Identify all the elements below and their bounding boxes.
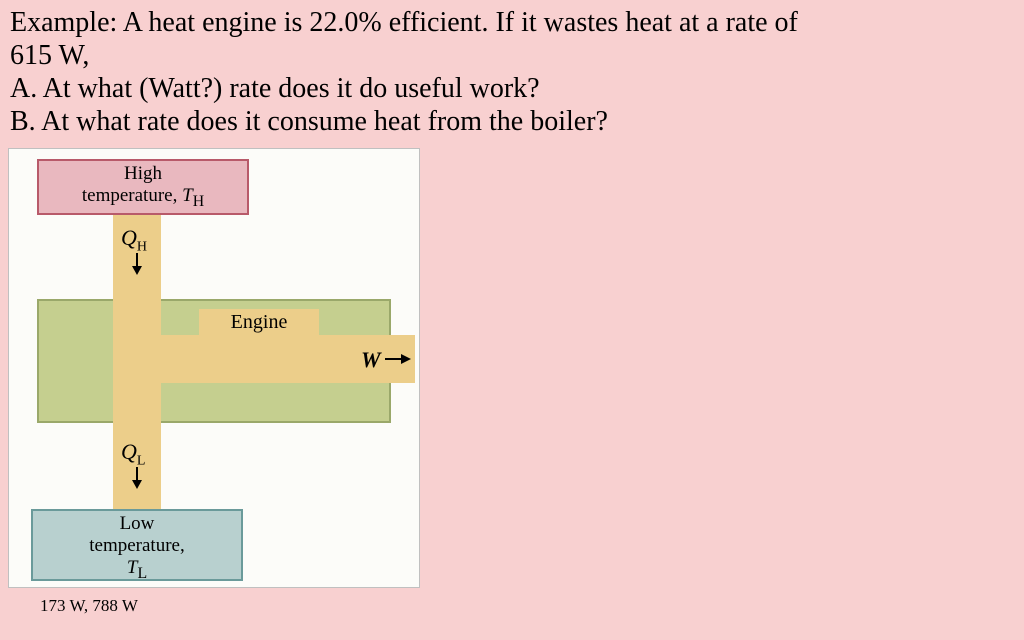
heat-engine-diagram: Engine High temperature, TH Low temperat…	[8, 148, 420, 588]
problem-part-b: B. At what rate does it consume heat fro…	[10, 105, 1014, 138]
answer-text: 173 W, 788 W	[40, 596, 138, 616]
cold-reservoir: Low temperature, TL	[31, 509, 243, 581]
engine-label: Engine	[231, 311, 288, 333]
cold-line2: temperature,	[33, 535, 241, 557]
ql-arrow-icon	[129, 465, 145, 491]
hot-reservoir: High temperature, TH	[37, 159, 249, 215]
hot-line2: temperature, TH	[39, 185, 247, 211]
problem-line-1: Example: A heat engine is 22.0% efficien…	[10, 6, 1014, 39]
w-arrow-icon	[383, 351, 413, 367]
flow-vertical-over	[113, 299, 161, 423]
cold-line3: TL	[33, 557, 241, 583]
problem-line-2: 615 W,	[10, 39, 1014, 72]
flow-horizontal-over	[161, 335, 393, 383]
qh-arrow-icon	[129, 251, 145, 277]
hot-line1: High	[39, 163, 247, 185]
problem-text: Example: A heat engine is 22.0% efficien…	[0, 0, 1024, 142]
problem-part-a: A. At what (Watt?) rate does it do usefu…	[10, 72, 1014, 105]
cold-line1: Low	[33, 513, 241, 535]
engine-label-box: Engine	[199, 309, 319, 339]
w-label: W	[361, 347, 381, 373]
